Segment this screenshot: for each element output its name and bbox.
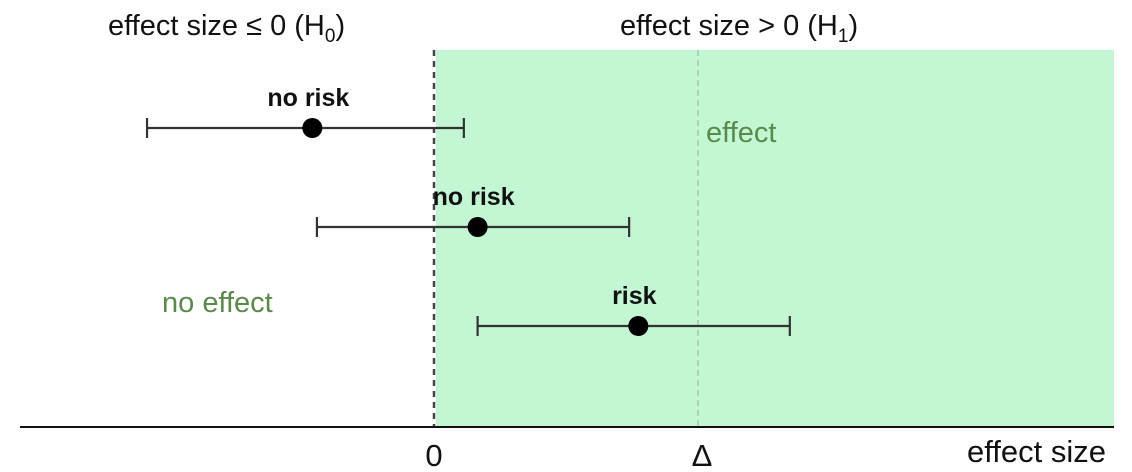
ci-1-label: no risk: [267, 84, 349, 112]
zero-tick-label: 0: [425, 438, 442, 472]
confidence-interval-1: no risk: [145, 84, 465, 138]
confidence-interval-2: no risk: [315, 183, 631, 237]
x-axis-label: effect size: [967, 434, 1106, 469]
effect-region-label: effect: [706, 117, 776, 149]
ci-1-point-estimate: [302, 118, 323, 138]
ci-2-label: no risk: [433, 183, 515, 211]
no-effect-region-label: no effect: [162, 287, 273, 319]
ci-3-point-estimate: [628, 316, 649, 336]
h1-header: effect size > 0 (H1): [620, 10, 858, 47]
effect-region-shading: [436, 50, 1114, 427]
ci-2-point-estimate: [467, 217, 488, 237]
ci-3-label: risk: [612, 282, 657, 310]
confidence-interval-3: risk: [476, 282, 791, 336]
h0-header: effect size ≤ 0 (H0): [108, 10, 345, 47]
delta-tick-label: Δ: [692, 438, 713, 472]
